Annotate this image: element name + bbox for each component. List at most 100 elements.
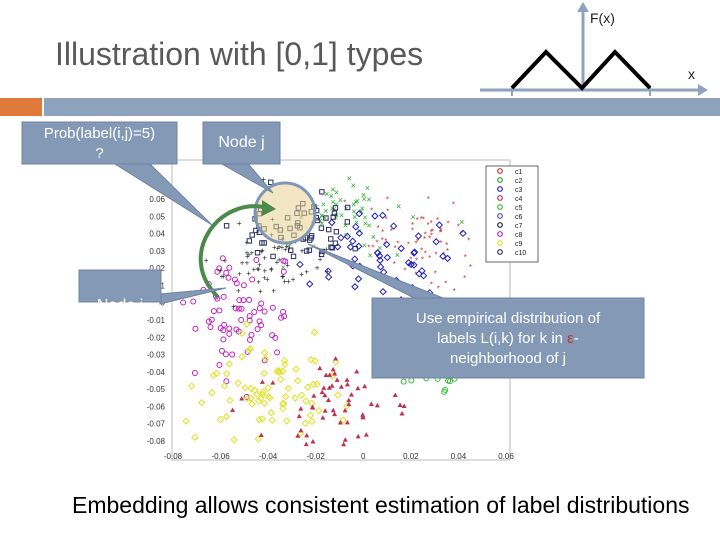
- scatter-point: [376, 263, 385, 271]
- scatter-point: *: [393, 244, 396, 253]
- scatter-point: ×: [363, 218, 368, 228]
- scatter-point: [255, 416, 264, 424]
- x-tick-label: 0.04: [451, 452, 467, 461]
- scatter-point: [399, 410, 405, 416]
- scatter-point: *: [430, 232, 433, 241]
- scatter-point: [260, 369, 268, 378]
- scatter-point: [410, 261, 418, 269]
- scatter-point: *: [386, 196, 389, 205]
- scatter-point: [238, 329, 246, 338]
- scatter-point: [280, 356, 289, 365]
- scatter-point: *: [445, 241, 448, 250]
- scatter-point: +: [237, 270, 242, 279]
- scatter-point: [360, 412, 366, 417]
- scatter-point: +: [315, 263, 320, 272]
- scatter-point: [247, 384, 255, 393]
- scatter-point: [230, 407, 236, 413]
- scatter-point: ×: [330, 197, 335, 207]
- scatter-point: [344, 381, 350, 387]
- scatter-point: +: [262, 273, 267, 282]
- scatter-point: [352, 223, 360, 231]
- scatter-point: *: [430, 219, 433, 228]
- scatter-point: [343, 232, 352, 241]
- scatter-point: [191, 369, 198, 376]
- scatter-point: [348, 392, 354, 397]
- scatter-point: [344, 219, 351, 225]
- scatter-point: ×: [334, 200, 339, 210]
- scatter-point: [238, 352, 246, 361]
- scatter-point: [240, 282, 247, 289]
- scatter-point: [258, 300, 265, 307]
- scatter-point: [407, 260, 415, 269]
- scatter-point: +: [272, 243, 277, 252]
- scatter-point: *: [424, 230, 427, 239]
- scatter-point: [225, 360, 234, 368]
- scatter-point: [392, 392, 398, 398]
- scatter-point: [328, 244, 334, 250]
- scatter-point: [209, 371, 218, 380]
- scatter-point: [355, 229, 364, 237]
- scatter-point: ×: [324, 189, 329, 199]
- scatter-point: *: [439, 228, 442, 237]
- scatter-point: [337, 233, 345, 242]
- scatter-point: +: [245, 252, 250, 261]
- scatter-point: +: [277, 243, 282, 252]
- scatter-point: [355, 242, 363, 250]
- scatter-point: *: [424, 249, 427, 258]
- scatter-point: *: [427, 195, 430, 204]
- scatter-point: [310, 328, 319, 337]
- scatter-point: ×: [351, 207, 356, 217]
- scatter-point: [374, 402, 380, 408]
- scatter-point: ×: [334, 187, 339, 197]
- scatter-point: +: [269, 265, 274, 274]
- y-tick-label: -0.05: [147, 385, 166, 394]
- scatter-point: [308, 235, 314, 241]
- scatter-point: [282, 258, 289, 265]
- scatter-point: [226, 330, 233, 337]
- scatter-point: [389, 222, 398, 230]
- scatter-point: [240, 297, 247, 304]
- empirical-callout-box: [371, 297, 645, 379]
- scatter-point: *: [367, 243, 370, 252]
- scatter-point: +: [283, 245, 288, 254]
- scatter-point: *: [434, 270, 437, 279]
- scatter-point: [256, 318, 263, 325]
- scatter-point: [246, 336, 253, 343]
- scatter-point: [310, 405, 316, 410]
- scatter-point: [306, 247, 313, 253]
- scatter-point: +: [259, 247, 264, 256]
- scatter-point: ×: [362, 212, 367, 222]
- scatter-point: +: [251, 265, 256, 274]
- scatter-point: [259, 379, 265, 384]
- scatter-point: [342, 437, 348, 442]
- scatter-point: [376, 256, 384, 264]
- scatter-point: +: [263, 267, 268, 276]
- scatter-point: *: [430, 281, 433, 290]
- scatter-point: [253, 257, 260, 264]
- scatter-point: [248, 331, 255, 338]
- scatter-point: +: [260, 246, 265, 255]
- y-tick-label: 0.02: [149, 264, 165, 273]
- scatter-point: *: [383, 240, 386, 249]
- scatter-point: [326, 226, 332, 233]
- scatter-point: ×: [347, 173, 352, 183]
- legend-marker: [497, 231, 503, 237]
- empirical-callout-line2: labels L(i,k) for k in ε-: [372, 329, 644, 349]
- scatter-point: [330, 214, 336, 220]
- scatter-point: +: [284, 242, 289, 251]
- x-tick-label: -0.06: [211, 452, 230, 461]
- scatter-point: [322, 392, 328, 398]
- scatter-point: *: [439, 226, 442, 235]
- scatter-point: ×: [395, 250, 400, 260]
- scatter-point: [329, 245, 336, 251]
- scatter-point: [208, 388, 216, 397]
- epsilon-symbol: ε: [567, 330, 574, 347]
- scatter-point: [332, 371, 338, 376]
- scatter-point: [268, 416, 276, 424]
- scatter-point: [219, 255, 226, 262]
- scatter-point: [234, 379, 242, 387]
- legend-marker: [497, 213, 503, 219]
- scatter-point: *: [414, 271, 417, 280]
- scatter-point: [284, 384, 292, 393]
- scatter-point: ×: [329, 191, 334, 201]
